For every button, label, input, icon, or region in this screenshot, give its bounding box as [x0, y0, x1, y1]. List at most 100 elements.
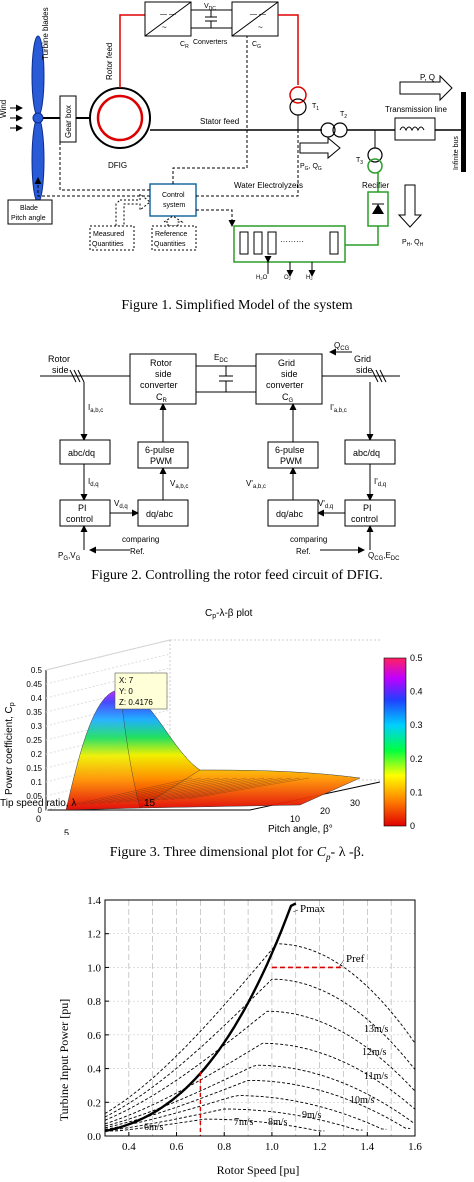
colorbar-tick: 0.5	[410, 653, 423, 663]
grid-side-label: Grid side	[354, 354, 373, 375]
pwm-right: 6-pulse PWM	[275, 445, 305, 466]
y-tick-label: 0.6	[87, 1030, 101, 1042]
ref-right: Ref.	[296, 547, 311, 556]
svg-text:V'd,q: V'd,q	[318, 499, 333, 510]
svg-text:Vd,q: Vd,q	[114, 499, 128, 510]
wind-curve	[104, 1064, 416, 1127]
dfig-label: DFIG	[108, 161, 127, 170]
y-tick-label: 1.2	[87, 929, 101, 941]
datatip-x: X: 7	[119, 676, 134, 685]
rotor-converter-label: Rotor side converter	[140, 358, 178, 390]
pi-left: PI control	[66, 503, 93, 524]
pgvg-sub2: G	[76, 556, 81, 562]
wind-curve	[104, 1042, 416, 1125]
zlabel: Power coefficient, C	[4, 706, 15, 795]
turbine-blades-label: Turbine blades	[41, 7, 50, 60]
lambda-label: Tip speed ratio, λ	[0, 798, 77, 809]
grid-conv-c: C	[282, 392, 289, 402]
z-tick: 0.15	[26, 764, 42, 773]
vdc-sub: DC	[209, 6, 217, 12]
x-tick-label: 1.0	[265, 1141, 279, 1153]
svg-text:QCG: QCG	[334, 341, 350, 352]
transmission-line-label: Transmission line	[385, 105, 447, 114]
qh-label: , Q	[410, 239, 420, 246]
gear-box: Gear box	[64, 105, 73, 138]
figure-1: Wind Turbine blades Gear box DFIG Rotor …	[0, 0, 474, 280]
colorbar-tick: 0.3	[410, 720, 423, 730]
qcg-label: Q	[334, 341, 340, 350]
cr-label: C	[180, 41, 185, 48]
qh-sub: H	[420, 242, 424, 248]
wind-speed-label: 12m/s	[362, 1047, 387, 1058]
pwm-left: 6-pulse PWM	[145, 445, 175, 466]
vdq-sub: d,q	[119, 504, 127, 510]
y-tick-label: 0.8	[87, 996, 101, 1008]
z-ticks: 0 0.05 0.1 0.15 0.2 0.25 0.3 0.35 0.4 0.45 0.5	[26, 639, 171, 815]
svg-text:·········: ·········	[280, 237, 304, 246]
pgvg-p: P	[58, 551, 63, 560]
svg-text:— —: — —	[250, 11, 266, 18]
x-tick-label: 1.2	[313, 1141, 327, 1153]
svg-text:~: ~	[162, 23, 167, 32]
abcdq-left: abc/dq	[68, 448, 95, 458]
control-system-label: Control system	[162, 192, 185, 209]
iabc-label: I	[88, 403, 90, 412]
z-tick: 0.05	[26, 792, 42, 801]
wind-speed-label: 9m/s	[302, 1110, 322, 1121]
cg-sub: G	[257, 44, 261, 50]
wind-speed-label: 7m/s	[234, 1117, 254, 1128]
qe-mid: ,E	[383, 551, 391, 560]
svg-text:I'd,q: I'd,q	[374, 477, 386, 488]
x-tick-label: 0.6	[170, 1141, 184, 1153]
rotor-conv-sub: R	[163, 398, 168, 404]
h2-label: H	[306, 275, 310, 280]
x-tick-label: 1.4	[360, 1141, 374, 1153]
fig3-bottom-labels: Tip speed ratio, λ 15	[0, 798, 474, 856]
lambda-tick-5: 5	[64, 828, 69, 835]
abcdq-right: abc/dq	[353, 448, 380, 458]
t2-sub: 2	[344, 114, 347, 120]
cap3-cp-sub: p	[326, 851, 331, 862]
svg-text:Power coefficient, Cp: Power coefficient, Cp	[4, 702, 16, 795]
converters-label: Converters	[193, 39, 228, 46]
y-tick-label: 1.0	[87, 962, 101, 974]
t1-label: T	[312, 103, 317, 110]
y-tick-label: 0.4	[87, 1064, 101, 1076]
zlabel-sub: p	[9, 702, 16, 706]
svg-text:PG,VG: PG,VG	[58, 551, 81, 562]
colorbar-tick: 0	[410, 821, 415, 831]
stator-feed-label: Stator feed	[200, 117, 239, 126]
vabc-label: V	[170, 479, 176, 488]
pgvg-mid: ,V	[68, 551, 76, 560]
edc-label: E	[214, 353, 219, 362]
figure-3: Cp-λ-β plot 0 0.05 0.1 0.15 0.2 0.25 0.3 0.35 0.…	[0, 600, 474, 835]
fig3-title-rest: -λ-β plot	[216, 608, 253, 619]
svg-text:CG: CG	[282, 392, 294, 404]
colorbar-ticks: 0 0.1 0.2 0.3 0.4 0.5	[410, 653, 423, 831]
water-electrolyzers-label: Water Electrolyzers	[234, 181, 303, 190]
ph-sub: H	[407, 242, 411, 248]
ph-label: P	[402, 239, 407, 246]
t3-sub: 3	[360, 160, 363, 166]
grid-converter-label: Grid side converter	[266, 358, 304, 390]
wind-speed-label: 8m/s	[268, 1117, 288, 1128]
z-tick: 0.4	[31, 694, 43, 703]
y-tick-label: 0.0	[87, 1131, 101, 1143]
wind-curve	[105, 1118, 325, 1132]
edc-sub: DC	[219, 358, 228, 364]
svg-text:QCG,EDC: QCG,EDC	[368, 551, 400, 562]
datatip-z: Z: 0.4176	[119, 698, 153, 707]
z-tick: 0.2	[31, 750, 43, 759]
rotor-feed-label: Rotor feed	[105, 43, 114, 80]
wind-speed-label: 13m/s	[364, 1024, 389, 1035]
cg-label: C	[252, 41, 257, 48]
wind-curve	[104, 1095, 387, 1130]
measured-quantities-label: Measured Quantities	[92, 231, 124, 248]
wind-curve	[104, 978, 416, 1118]
colorbar	[383, 657, 407, 827]
vdq2-label: V'	[318, 499, 325, 508]
z-tick: 0.3	[31, 722, 43, 731]
svg-text:Va,b,c: Va,b,c	[170, 479, 188, 490]
rotor-side-label: Rotor side	[48, 354, 70, 375]
svg-text:~: ~	[258, 23, 263, 32]
